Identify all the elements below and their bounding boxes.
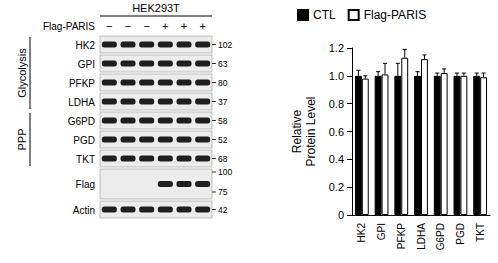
svg-text:−: − (106, 20, 112, 32)
svg-text:PFKP: PFKP (396, 223, 407, 249)
svg-text:0: 0 (338, 209, 344, 221)
svg-text:0.4: 0.4 (329, 153, 344, 165)
svg-text:+: + (199, 20, 205, 32)
svg-text:GPI: GPI (78, 59, 95, 70)
svg-text:37: 37 (218, 97, 228, 107)
svg-text:58: 58 (218, 116, 228, 126)
svg-text:Protein Level: Protein Level (304, 96, 318, 166)
svg-text:75: 75 (218, 187, 228, 197)
svg-text:100: 100 (218, 167, 232, 177)
svg-text:63: 63 (218, 59, 228, 69)
svg-text:CTL: CTL (313, 8, 336, 22)
svg-text:52: 52 (218, 135, 228, 145)
svg-text:Actin: Actin (73, 205, 95, 216)
svg-text:0.8: 0.8 (329, 98, 344, 110)
svg-text:PFKP: PFKP (69, 78, 95, 89)
svg-text:102: 102 (218, 40, 232, 50)
svg-text:PPP: PPP (16, 128, 28, 150)
svg-text:−: − (143, 20, 149, 32)
svg-text:PGD: PGD (73, 135, 95, 146)
svg-text:Flag-PARIS: Flag-PARIS (364, 8, 426, 22)
svg-text:Glycolysis: Glycolysis (16, 48, 28, 98)
svg-text:TKT: TKT (475, 223, 486, 242)
svg-text:−: − (125, 20, 131, 32)
svg-text:Flag-PARIS: Flag-PARIS (43, 21, 95, 32)
svg-text:1.0: 1.0 (329, 70, 344, 82)
svg-text:PGD: PGD (455, 223, 466, 245)
svg-text:TKT: TKT (76, 154, 95, 165)
svg-text:68: 68 (218, 154, 228, 164)
svg-text:+: + (181, 20, 187, 32)
svg-text:+: + (162, 20, 168, 32)
svg-text:Flag: Flag (76, 179, 95, 190)
svg-text:HEK293T: HEK293T (132, 2, 180, 14)
svg-text:LDHA: LDHA (416, 223, 427, 250)
svg-text:Relative: Relative (290, 110, 304, 154)
svg-text:G6PD: G6PD (435, 223, 446, 250)
svg-text:G6PD: G6PD (68, 116, 95, 127)
svg-text:LDHA: LDHA (68, 97, 95, 108)
svg-text:HK2: HK2 (356, 223, 367, 243)
svg-text:0.6: 0.6 (329, 126, 344, 138)
svg-text:HK2: HK2 (76, 40, 96, 51)
svg-text:42: 42 (218, 205, 228, 215)
svg-text:0.2: 0.2 (329, 181, 344, 193)
svg-text:GPI: GPI (376, 223, 387, 240)
svg-text:1.2: 1.2 (329, 42, 344, 54)
svg-text:80: 80 (218, 78, 228, 88)
